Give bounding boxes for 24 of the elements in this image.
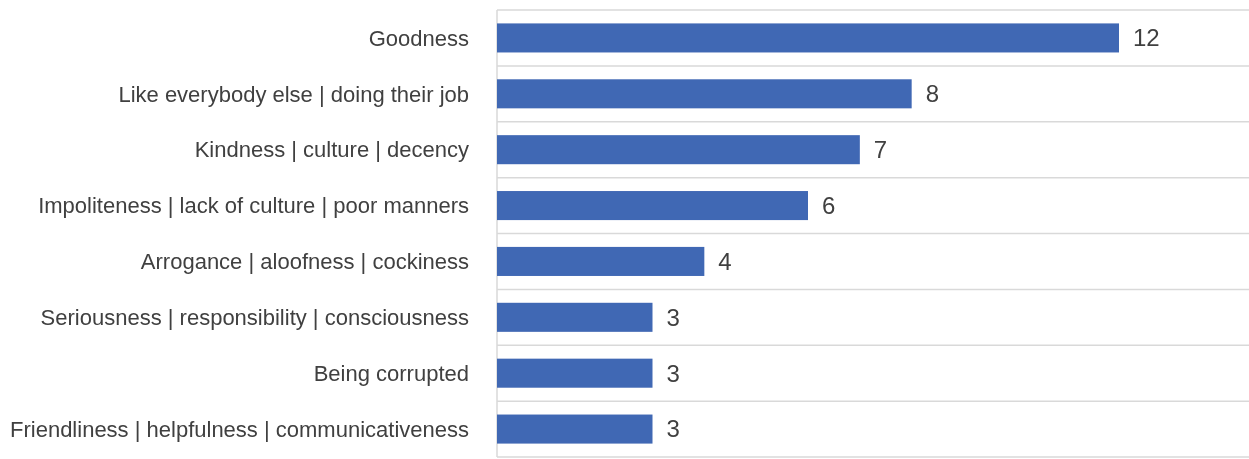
y-tick-label: Seriousness | responsibility | consciousness bbox=[40, 305, 469, 331]
bar bbox=[497, 302, 653, 332]
y-tick-label: Being corrupted bbox=[313, 360, 469, 386]
y-tick-label: Friendliness | helpfulness | communicativeness bbox=[10, 416, 469, 442]
data-label: 3 bbox=[666, 415, 680, 443]
data-label: 8 bbox=[925, 80, 940, 108]
data-label: 4 bbox=[718, 247, 732, 275]
bar bbox=[497, 135, 860, 165]
y-tick-label: Goodness bbox=[368, 25, 469, 51]
y-tick-label: Kindness | culture | decency bbox=[194, 137, 469, 163]
data-label: 12 bbox=[1133, 24, 1160, 52]
bar bbox=[497, 358, 653, 388]
y-tick-label: Arrogance | aloofness | cockiness bbox=[140, 249, 469, 275]
data-label: 3 bbox=[666, 303, 680, 331]
data-label: 6 bbox=[822, 191, 836, 219]
bar bbox=[497, 23, 1119, 53]
y-tick-label: Like everybody else | doing their job bbox=[118, 81, 469, 107]
data-label: 7 bbox=[873, 136, 888, 164]
y-tick-label: Impoliteness | lack of culture | poor manners bbox=[38, 193, 469, 219]
data-label: 3 bbox=[666, 359, 680, 387]
bar bbox=[497, 191, 808, 221]
bar bbox=[497, 414, 653, 444]
bar bbox=[497, 246, 705, 276]
bar bbox=[497, 79, 912, 109]
